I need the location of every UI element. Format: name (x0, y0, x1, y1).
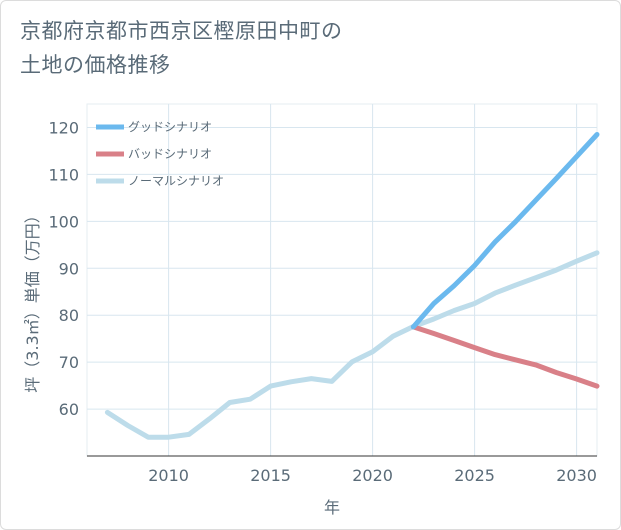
series-line-1 (410, 324, 600, 389)
series-layer (104, 132, 600, 440)
legend-label: グッドシナリオ (128, 120, 212, 134)
y-axis-label: 坪（3.3㎡）単価（万円） (23, 207, 42, 392)
x-tick-label: 2025 (454, 466, 495, 485)
grid (86, 103, 598, 457)
x-axis-label: 年 (324, 498, 340, 517)
x-tick-label: 2030 (556, 466, 597, 485)
series-line-0 (410, 132, 600, 330)
chart-title: 京都府京都市西京区樫原田中町の 土地の価格推移 (20, 14, 343, 82)
y-tick-label: 110 (48, 165, 79, 184)
x-tick-label: 2020 (352, 466, 393, 485)
y-tick-label: 90 (59, 259, 79, 278)
y-tick-label: 60 (59, 400, 79, 419)
y-tick-label: 80 (59, 306, 79, 325)
chart-title-line-2: 土地の価格推移 (20, 53, 171, 77)
y-tick-label: 70 (59, 353, 79, 372)
x-tick-label: 2015 (250, 466, 291, 485)
series-line-2 (104, 250, 600, 440)
y-tick-label: 100 (48, 212, 79, 231)
chart-title-line-1: 京都府京都市西京区樫原田中町の (20, 19, 343, 43)
legend-label: バッドシナリオ (128, 147, 212, 161)
tick-labels: 2010 2015 2020 2025 2030 60 70 80 90 100 110 120 (48, 118, 597, 485)
x-tick-label: 2010 (148, 466, 189, 485)
legend-label: ノーマルシナリオ (128, 174, 224, 188)
y-tick-label: 120 (48, 118, 79, 137)
